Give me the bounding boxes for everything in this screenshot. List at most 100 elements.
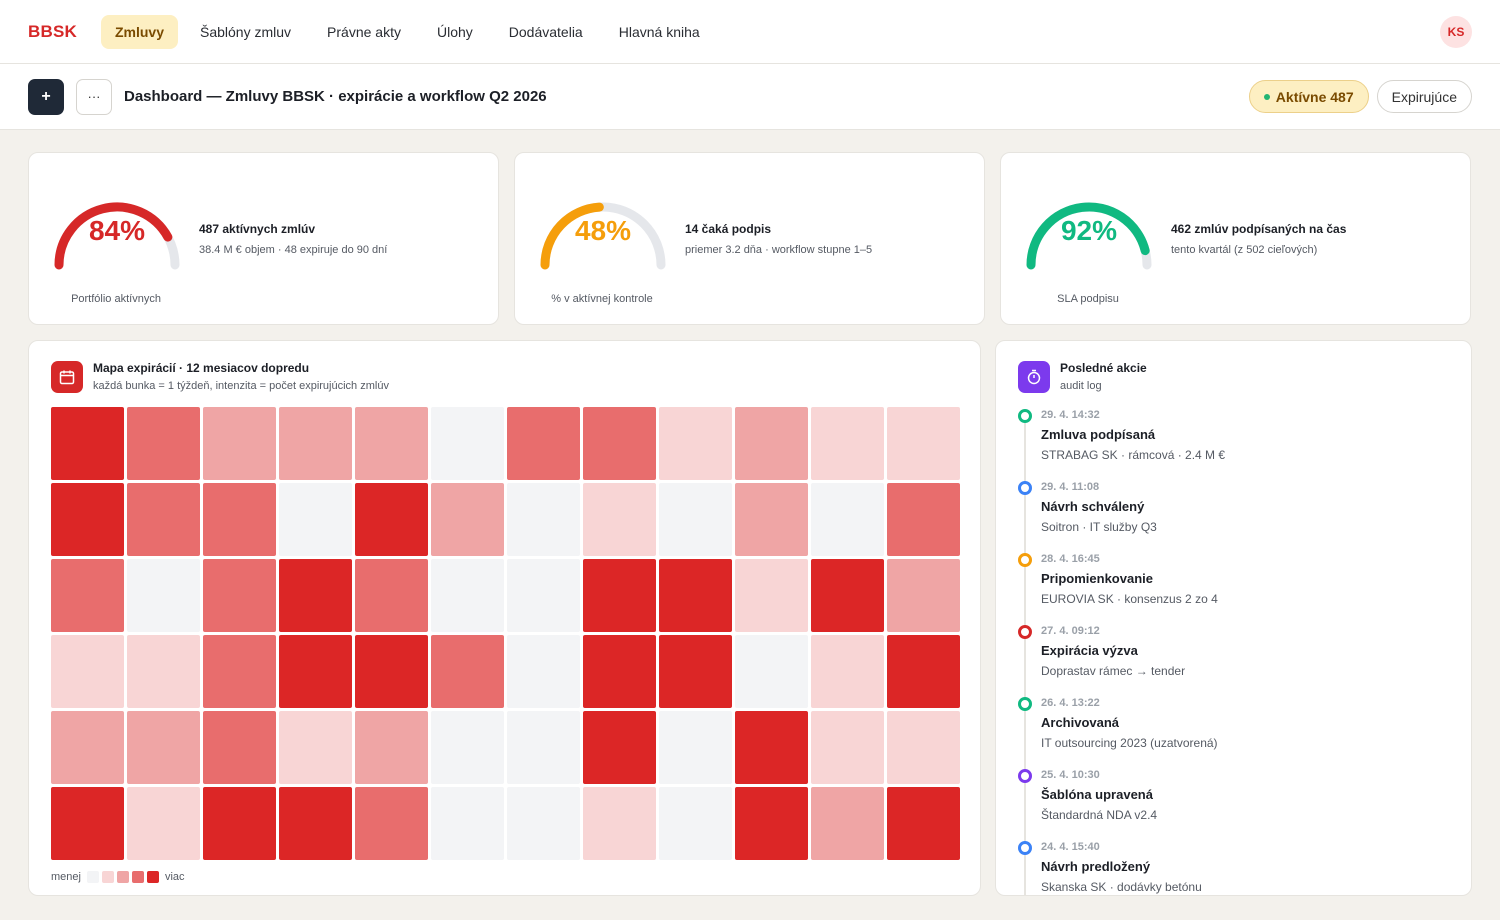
heatmap-cell[interactable]	[735, 559, 808, 632]
heatmap-cell[interactable]	[203, 635, 276, 708]
heatmap-cell[interactable]	[355, 635, 428, 708]
heatmap-cell[interactable]	[431, 559, 504, 632]
heatmap-cell[interactable]	[355, 787, 428, 860]
heatmap-cell[interactable]	[659, 711, 732, 784]
heatmap-cell[interactable]	[811, 483, 884, 556]
heatmap-cell[interactable]	[51, 711, 124, 784]
heatmap-cell[interactable]	[51, 483, 124, 556]
heatmap-cell[interactable]	[583, 483, 656, 556]
activity-item[interactable]: 25. 4. 10:30 Šablóna upravená Štandardná N…	[1018, 767, 1448, 839]
heatmap-cell[interactable]	[203, 711, 276, 784]
heatmap-cell[interactable]	[127, 483, 200, 556]
activity-event: Pripomienkovanie	[1041, 571, 1153, 586]
nav-item-ulohy[interactable]: Úlohy	[436, 23, 473, 40]
heatmap-cell[interactable]	[659, 407, 732, 480]
heatmap-cell[interactable]	[811, 787, 884, 860]
active-filter-pill[interactable]: Aktívne 487	[1248, 80, 1369, 113]
heatmap-cell[interactable]	[51, 407, 124, 480]
heatmap-cell[interactable]	[203, 407, 276, 480]
heatmap-cell[interactable]	[583, 711, 656, 784]
heatmap-cell[interactable]	[735, 787, 808, 860]
heatmap-cell[interactable]	[431, 483, 504, 556]
heatmap-cell[interactable]	[355, 483, 428, 556]
heatmap-cell[interactable]	[355, 559, 428, 632]
activity-item[interactable]: 29. 4. 14:32 Zmluva podpísaná STRABAG SK ·…	[1018, 407, 1448, 479]
activity-item[interactable]: 28. 4. 16:45 Pripomienkovanie EUROVIA SK ·…	[1018, 551, 1448, 623]
status-dot-icon	[1263, 93, 1270, 100]
active-filter-label: Aktívne 487	[1275, 88, 1354, 105]
heatmap-cell[interactable]	[279, 559, 352, 632]
heatmap-cell[interactable]	[659, 787, 732, 860]
activity-item[interactable]: 26. 4. 13:22 Archivovaná IT outsourcing 20…	[1018, 695, 1448, 767]
activity-log-card: Posledné akcie audit log 29. 4. 14:32 Zml…	[995, 340, 1472, 896]
user-avatar[interactable]: KS	[1440, 16, 1472, 48]
heatmap-cell[interactable]	[887, 559, 960, 632]
heatmap-cell[interactable]	[51, 635, 124, 708]
heatmap-cell[interactable]	[279, 787, 352, 860]
nav-item-dodavatelia[interactable]: Dodávatelia	[508, 23, 583, 40]
heatmap-cell[interactable]	[583, 635, 656, 708]
heatmap-cell[interactable]	[659, 483, 732, 556]
nav-item-hlavna-kniha[interactable]: Hlavná kniha	[618, 23, 700, 40]
heatmap-cell[interactable]	[659, 635, 732, 708]
heatmap-cell[interactable]	[507, 711, 580, 784]
heatmap-cell[interactable]	[279, 635, 352, 708]
brand-logo[interactable]: BBSK	[28, 21, 77, 41]
heatmap-cell[interactable]	[355, 711, 428, 784]
heatmap-cell[interactable]	[127, 559, 200, 632]
nav-item-sablony-zmluv[interactable]: Šablóny zmluv	[200, 23, 292, 40]
activity-event: Zmluva podpísaná	[1041, 427, 1156, 442]
expiring-filter-button[interactable]: Expirujúce	[1376, 80, 1472, 113]
heatmap-cell[interactable]	[811, 407, 884, 480]
heatmap-cell[interactable]	[583, 787, 656, 860]
more-options-button[interactable]: ···	[76, 78, 112, 115]
heatmap-cell[interactable]	[127, 787, 200, 860]
heatmap-cell[interactable]	[355, 407, 428, 480]
activity-item[interactable]: 27. 4. 09:12 Expirácia výzva Doprastav rám…	[1018, 623, 1448, 695]
activity-item[interactable]: 24. 4. 15:40 Návrh predložený Skanska SK ·…	[1018, 839, 1448, 895]
heatmap-cell[interactable]	[887, 787, 960, 860]
heatmap-cell[interactable]	[507, 407, 580, 480]
heatmap-cell[interactable]	[811, 635, 884, 708]
heatmap-cell[interactable]	[887, 407, 960, 480]
heatmap-cell[interactable]	[735, 407, 808, 480]
heatmap-cell[interactable]	[659, 559, 732, 632]
heatmap-cell[interactable]	[735, 711, 808, 784]
heatmap-cell[interactable]	[887, 711, 960, 784]
heatmap-cell[interactable]	[507, 559, 580, 632]
heatmap-cell[interactable]	[811, 711, 884, 784]
heatmap-cell[interactable]	[431, 635, 504, 708]
heatmap-cell[interactable]	[811, 559, 884, 632]
nav-item-pravne-akty[interactable]: Právne akty	[327, 23, 401, 40]
heatmap-cell[interactable]	[431, 787, 504, 860]
heatmap-cell[interactable]	[887, 635, 960, 708]
heatmap-cell[interactable]	[583, 559, 656, 632]
activity-item[interactable]: 29. 4. 11:08 Návrh schválený Soitron · IT …	[1018, 479, 1448, 551]
heatmap-cell[interactable]	[507, 483, 580, 556]
activity-event: Návrh predložený	[1041, 859, 1151, 874]
heatmap-cell[interactable]	[127, 635, 200, 708]
heatmap-cell[interactable]	[279, 483, 352, 556]
heatmap-cell[interactable]	[431, 407, 504, 480]
heatmap-cell[interactable]	[279, 711, 352, 784]
heatmap-cell[interactable]	[507, 787, 580, 860]
heatmap-cell[interactable]	[583, 407, 656, 480]
heatmap-cell[interactable]	[127, 711, 200, 784]
activity-time: 25. 4. 10:30	[1041, 769, 1100, 781]
page-title: Dashboard — Zmluvy BBSK · expirácie a wo…	[124, 88, 547, 105]
heatmap-cell[interactable]	[127, 407, 200, 480]
activity-event: Expirácia výzva	[1041, 643, 1138, 658]
heatmap-cell[interactable]	[735, 483, 808, 556]
heatmap-cell[interactable]	[51, 559, 124, 632]
heatmap-cell[interactable]	[887, 483, 960, 556]
heatmap-cell[interactable]	[507, 635, 580, 708]
heatmap-cell[interactable]	[51, 787, 124, 860]
heatmap-cell[interactable]	[431, 711, 504, 784]
nav-item-zmluvy[interactable]: Zmluvy	[100, 14, 178, 49]
add-button[interactable]: +	[28, 78, 64, 115]
heatmap-cell[interactable]	[203, 559, 276, 632]
heatmap-cell[interactable]	[203, 483, 276, 556]
heatmap-cell[interactable]	[735, 635, 808, 708]
heatmap-cell[interactable]	[203, 787, 276, 860]
heatmap-cell[interactable]	[279, 407, 352, 480]
